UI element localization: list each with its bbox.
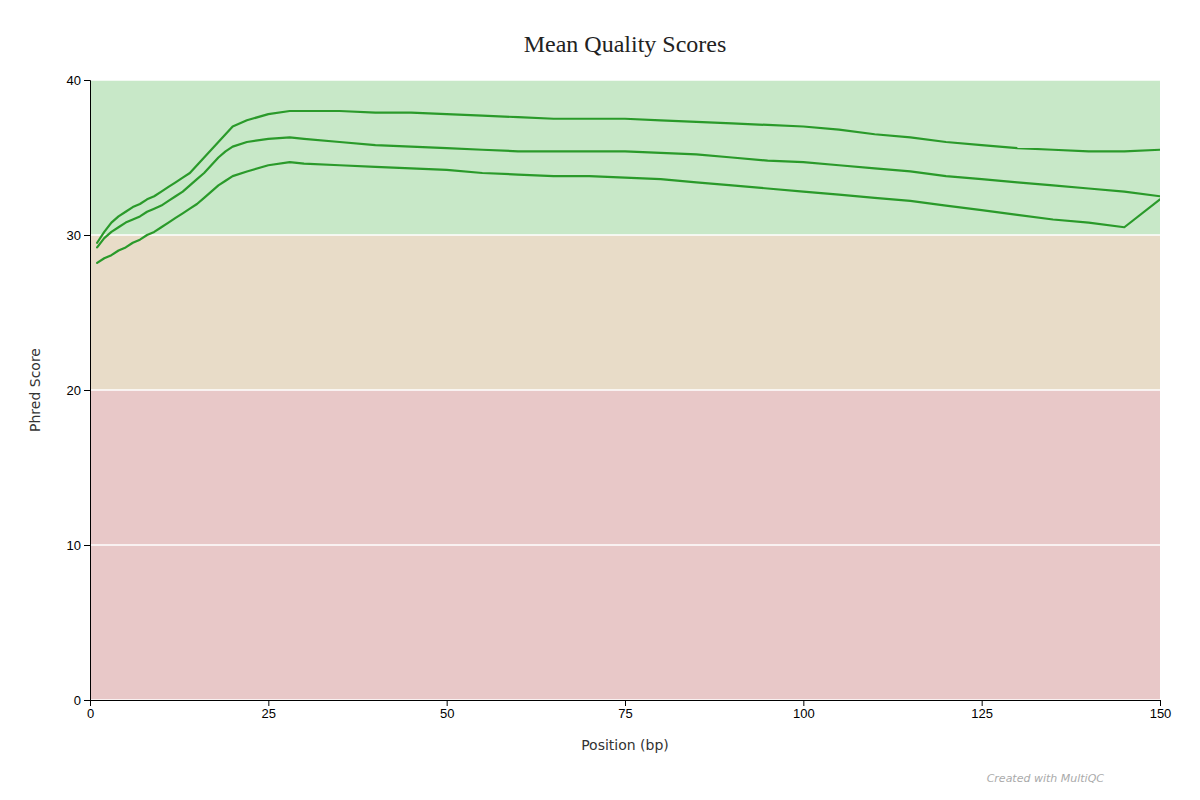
tick-mark — [625, 700, 626, 706]
tick-mark — [803, 700, 804, 706]
tick: 25 — [262, 700, 276, 721]
tick-mark — [84, 390, 90, 391]
watermark: Created with MultiQC — [987, 772, 1105, 785]
tick: 40 — [67, 73, 90, 88]
x-axis: 0 25 50 75 100 125 150 — [87, 700, 1171, 721]
tick-mark — [982, 700, 983, 706]
tick-label: 20 — [67, 383, 81, 398]
grid-line — [90, 234, 1160, 236]
tick: 0 — [87, 700, 94, 721]
grid-line — [90, 544, 1160, 546]
zone-band — [90, 390, 1160, 700]
zone-band — [90, 235, 1160, 390]
tick: 10 — [67, 538, 90, 553]
tick: 20 — [67, 383, 90, 398]
tick: 150 — [1150, 700, 1172, 721]
tick: 125 — [971, 700, 993, 721]
plot-area — [90, 80, 1160, 700]
tick-mark — [447, 700, 448, 706]
tick: 0 — [74, 693, 90, 708]
tick-label: 75 — [618, 706, 632, 721]
y-axis-title: Phred Score — [27, 348, 43, 432]
series-line — [97, 162, 1160, 263]
tick: 50 — [440, 700, 454, 721]
tick-label: 0 — [74, 693, 81, 708]
chart-container: 0 25 50 75 100 125 150 0 10 20 30 40 Mean Quality Sc… — [0, 0, 1200, 800]
grid-line — [90, 699, 1160, 700]
tick-label: 0 — [87, 706, 94, 721]
tick-mark — [84, 545, 90, 546]
tick-mark — [1160, 700, 1161, 706]
axis-line — [84, 81, 91, 701]
tick-label: 30 — [67, 228, 81, 243]
tick-label: 10 — [67, 538, 81, 553]
tick-mark — [84, 80, 90, 81]
y-axis: 0 10 20 30 40 — [67, 73, 91, 708]
tick-label: 100 — [793, 706, 815, 721]
tick-label: 40 — [67, 73, 81, 88]
tick-label: 125 — [971, 706, 993, 721]
tick: 100 — [793, 700, 815, 721]
tick-label: 25 — [262, 706, 276, 721]
tick: 30 — [67, 228, 90, 243]
tick-mark — [84, 700, 90, 701]
x-axis-title: Position (bp) — [581, 737, 669, 753]
chart: 0 25 50 75 100 125 150 0 10 20 30 40 Mean Quality Sc… — [0, 0, 1200, 800]
tick-mark — [84, 235, 90, 236]
chart-title: Mean Quality Scores — [524, 31, 727, 57]
series-line — [97, 137, 1160, 247]
grid-line — [90, 389, 1160, 391]
tick-mark — [268, 700, 269, 706]
tick-label: 150 — [1150, 706, 1172, 721]
grid-line — [90, 80, 1160, 81]
tick-label: 50 — [440, 706, 454, 721]
tick: 75 — [618, 700, 632, 721]
axis-line — [91, 701, 1161, 707]
